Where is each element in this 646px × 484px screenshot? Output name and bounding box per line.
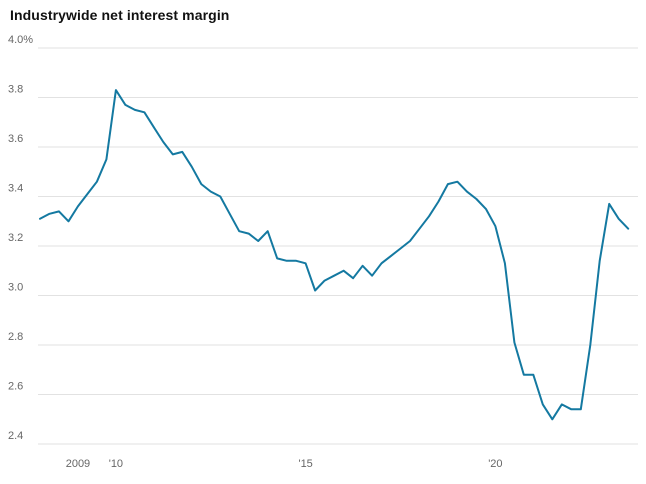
x-tick-label: '10: [109, 458, 123, 470]
x-tick-label: '20: [488, 458, 502, 470]
y-tick-label: 2.6: [8, 381, 23, 393]
x-tick-label: '15: [298, 458, 312, 470]
y-tick-label: 2.8: [8, 331, 23, 343]
chart-title: Industrywide net interest margin: [10, 7, 230, 23]
y-tick-label: 3.0: [8, 282, 23, 294]
y-tick-label: 3.8: [8, 84, 23, 96]
y-tick-label: 3.6: [8, 133, 23, 145]
y-tick-label: 2.4: [8, 430, 23, 442]
nim-line: [39, 89, 630, 421]
y-tick-label: 4.0%: [8, 34, 33, 46]
y-tick-label: 3.4: [8, 183, 23, 195]
x-tick-label: 2009: [66, 458, 90, 470]
y-tick-label: 3.2: [8, 232, 23, 244]
